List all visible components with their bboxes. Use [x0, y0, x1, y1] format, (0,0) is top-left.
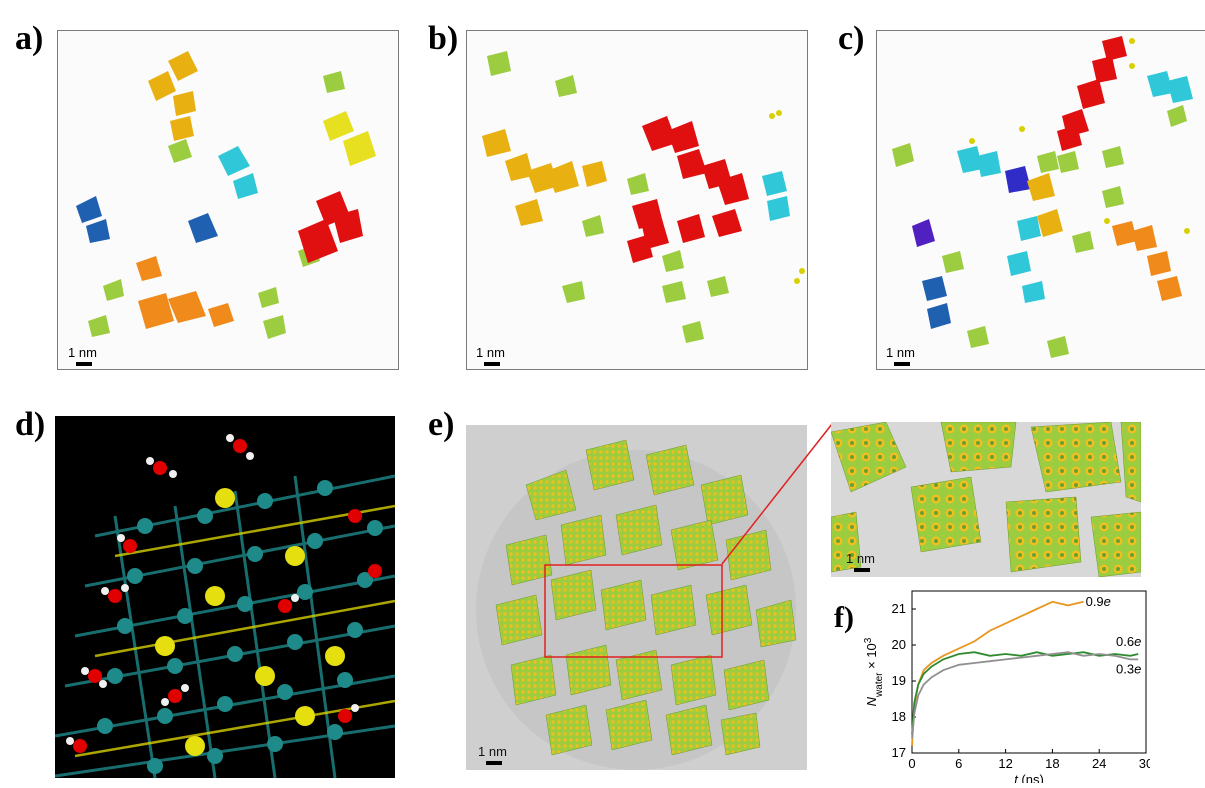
panel-f-chart: f) 0 6 12 18 24 30 17 18 19 20 21 t (ns) Nwater × 10… [830, 583, 1153, 787]
series-label-0.3e: 0.3e [1116, 661, 1141, 676]
x-tick-label: 30 [1139, 756, 1150, 771]
x-tick-label: 6 [955, 756, 962, 771]
plot-frame [911, 590, 1147, 754]
panel-b-simulation-snapshot [466, 30, 808, 370]
x-tick-label: 18 [1045, 756, 1059, 771]
panel-c-clusters [892, 36, 1193, 358]
scale-bar-b: 1 nm [476, 345, 505, 366]
scale-bar-a: 1 nm [68, 345, 97, 366]
panel-label-e: e) [428, 406, 455, 443]
x-tick-label: 0 [908, 756, 915, 771]
panel-a-simulation-snapshot [57, 30, 399, 370]
panel-e-cluster-aggregate [466, 425, 807, 770]
zoom-connector-line [721, 423, 833, 565]
panel-d-atomic-structure [55, 416, 395, 778]
panel-c-simulation-snapshot [876, 30, 1205, 370]
panel-label-d: d) [15, 406, 46, 443]
zoom-region-box [544, 564, 723, 658]
panel-d-lattice [55, 434, 395, 778]
y-tick-label: 17 [892, 745, 906, 760]
x-tick-label: 24 [1092, 756, 1106, 771]
series-label-0.6e: 0.6e [1116, 634, 1141, 649]
y-tick-label: 18 [892, 709, 906, 724]
panel-b-clusters [482, 51, 805, 343]
scale-bar-c: 1 nm [886, 345, 915, 366]
series-line-0.3e [911, 651, 1139, 739]
panel-label-c: c) [838, 20, 865, 57]
panel-label-a: a) [15, 20, 44, 57]
y-tick-label: 19 [892, 673, 906, 688]
panel-e-zoom-image [831, 422, 1141, 577]
series-line-0.6e [911, 651, 1139, 736]
x-axis-label: t (ns) [1014, 772, 1044, 783]
x-tick-label: 12 [998, 756, 1012, 771]
panel-label-b: b) [428, 20, 459, 57]
panel-e-aggregate-image [476, 439, 797, 770]
y-axis-label: Nwater × 103 [863, 637, 885, 706]
series-label-0.9e: 0.9e [1086, 594, 1111, 609]
water-count-chart: f) 0 6 12 18 24 30 17 18 19 20 21 t (ns) Nwater × 10… [834, 590, 1153, 787]
scale-bar-e-main: 1 nm [478, 744, 507, 765]
y-tick-label: 21 [892, 601, 906, 616]
panel-label-f: f) [834, 601, 854, 634]
y-tick-label: 20 [892, 637, 906, 652]
panel-e-zoom-inset [831, 422, 1141, 577]
panel-a-clusters [76, 51, 376, 339]
scale-bar-e-zoom: 1 nm [846, 551, 875, 572]
